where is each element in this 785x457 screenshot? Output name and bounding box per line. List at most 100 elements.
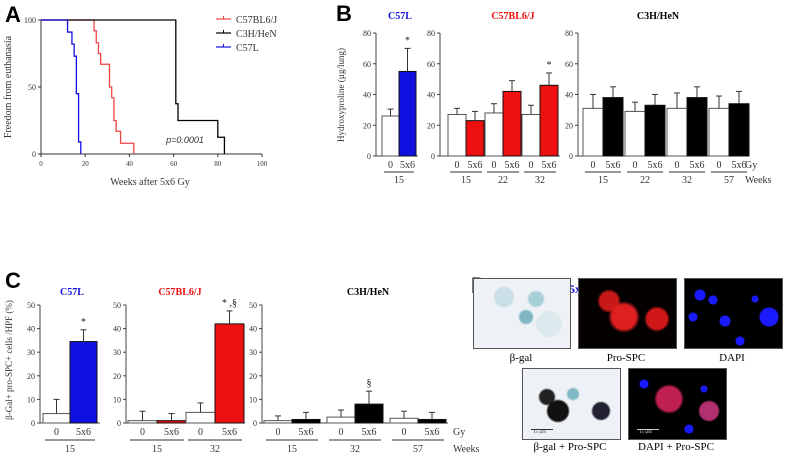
significance-mark: * [81,317,86,328]
dose-label: 5x6 [425,427,440,438]
caption-bgal-prospc: β-gal + Pro-SPC [533,441,607,453]
bar-irradiated [417,418,447,424]
dose-label: 0 [591,160,596,171]
y-tick-label: 0 [31,419,35,428]
dose-label: 5x6 [542,160,557,171]
panel-label-a: A [5,2,21,27]
y-tick-label: 40 [249,325,257,334]
y-tick-label: 0 [253,419,257,428]
y-axis-label: Freedom from euthanasia [3,35,14,138]
week-label: 15 [461,175,471,186]
x-tick-label: 0 [39,160,43,168]
dose-label: 5x6 [76,427,91,438]
y-tick-label: 30 [249,348,257,357]
x-tick-label: 80 [214,160,222,168]
micrograph-dapi [684,278,783,349]
bar-irradiated [398,70,417,157]
dose-label: 5x6 [648,160,663,171]
time-row-label: Weeks [453,444,480,455]
bar-control [185,411,216,424]
bar-irradiated [291,418,321,424]
time-row-label: Weeks [745,175,772,186]
panel-label-b: B [336,1,352,26]
y-tick-label: 40 [363,91,371,100]
bar-irradiated [156,420,187,424]
bar-irradiated [602,97,624,157]
y-tick-label: 50 [249,301,257,310]
bar-irradiated [465,120,485,157]
dose-label: 0 [492,160,497,171]
dose-label: 5x6 [468,160,483,171]
bar-control [484,112,504,157]
week-label: 32 [210,444,220,455]
bar-irradiated [686,97,708,157]
dose-label: 5x6 [400,160,415,171]
x-axis-label: Weeks after 5x6 Gy [110,177,189,188]
y-tick-label: 20 [249,372,257,381]
bar-irradiated [69,341,98,424]
y-tick-label: 40 [27,325,35,334]
dose-label: 0 [276,427,281,438]
micrograph-bgal-prospc: 15 µm [522,368,621,440]
y-tick-label: 60 [363,60,371,69]
dose-label: 0 [388,160,393,171]
bar-control [447,113,467,157]
x-tick-label: 100 [257,160,268,168]
week-label: 15 [394,175,404,186]
dose-label: 5x6 [362,427,377,438]
y-tick-label: 40 [113,325,121,334]
week-label: 15 [65,444,75,455]
caption-dapi: DAPI [719,352,745,364]
y-tick-label: 50 [27,301,35,310]
significance-mark: * [547,60,552,71]
week-label: 57 [413,444,423,455]
y-tick-label: 20 [27,372,35,381]
y-tick-label: 40 [565,91,573,100]
dose-label: 5x6 [222,427,237,438]
bar-control [389,417,419,424]
week-label: 32 [682,175,692,186]
bar-control [582,107,604,157]
bar-control [666,107,688,157]
significance-mark: § [367,378,372,389]
x-tick-label: 60 [170,160,178,168]
dose-label: 5x6 [505,160,520,171]
bar-control [42,413,71,424]
scale-bar-label: 15 µm [639,430,653,435]
y-tick-label: 0 [367,152,371,161]
y-tick-label: 0 [431,152,435,161]
subpanel-title: C57L [60,287,84,298]
y-tick-label: 20 [113,372,121,381]
bar-irradiated [539,84,559,157]
dose-label: 0 [198,427,203,438]
bar-control [263,420,293,424]
y-tick-label: 60 [565,60,573,69]
x-tick-label: 20 [82,160,90,168]
subpanel-title: C3H/HeN [347,287,390,298]
significance-mark: * ,§ [222,298,237,309]
significance-mark: * [405,35,410,46]
y-tick-label: 30 [27,348,35,357]
panel-label-c: C [5,268,21,293]
y-tick-label: 80 [427,29,435,38]
bar-control [127,420,158,424]
bar-control [624,110,646,157]
dose-label: 0 [140,427,145,438]
dose-label: 5x6 [164,427,179,438]
week-label: 15 [152,444,162,455]
y-tick-label: 30 [113,348,121,357]
y-tick-label: 0 [32,150,36,159]
subpanel-title: C57BL6/J [158,287,201,298]
dose-label: 0 [455,160,460,171]
micrograph-dapi-prospc: 15 µm [628,368,727,440]
caption-bgal: β-gal [509,352,533,364]
bar-control [326,416,356,424]
survival-curve-c57l [41,19,82,154]
y-tick-label: 10 [27,395,35,404]
dose-label: 0 [339,427,344,438]
y-tick-label: 20 [363,121,371,130]
subpanel-title: C57L [388,11,412,22]
dose-label: 0 [402,427,407,438]
dose-label: 0 [675,160,680,171]
